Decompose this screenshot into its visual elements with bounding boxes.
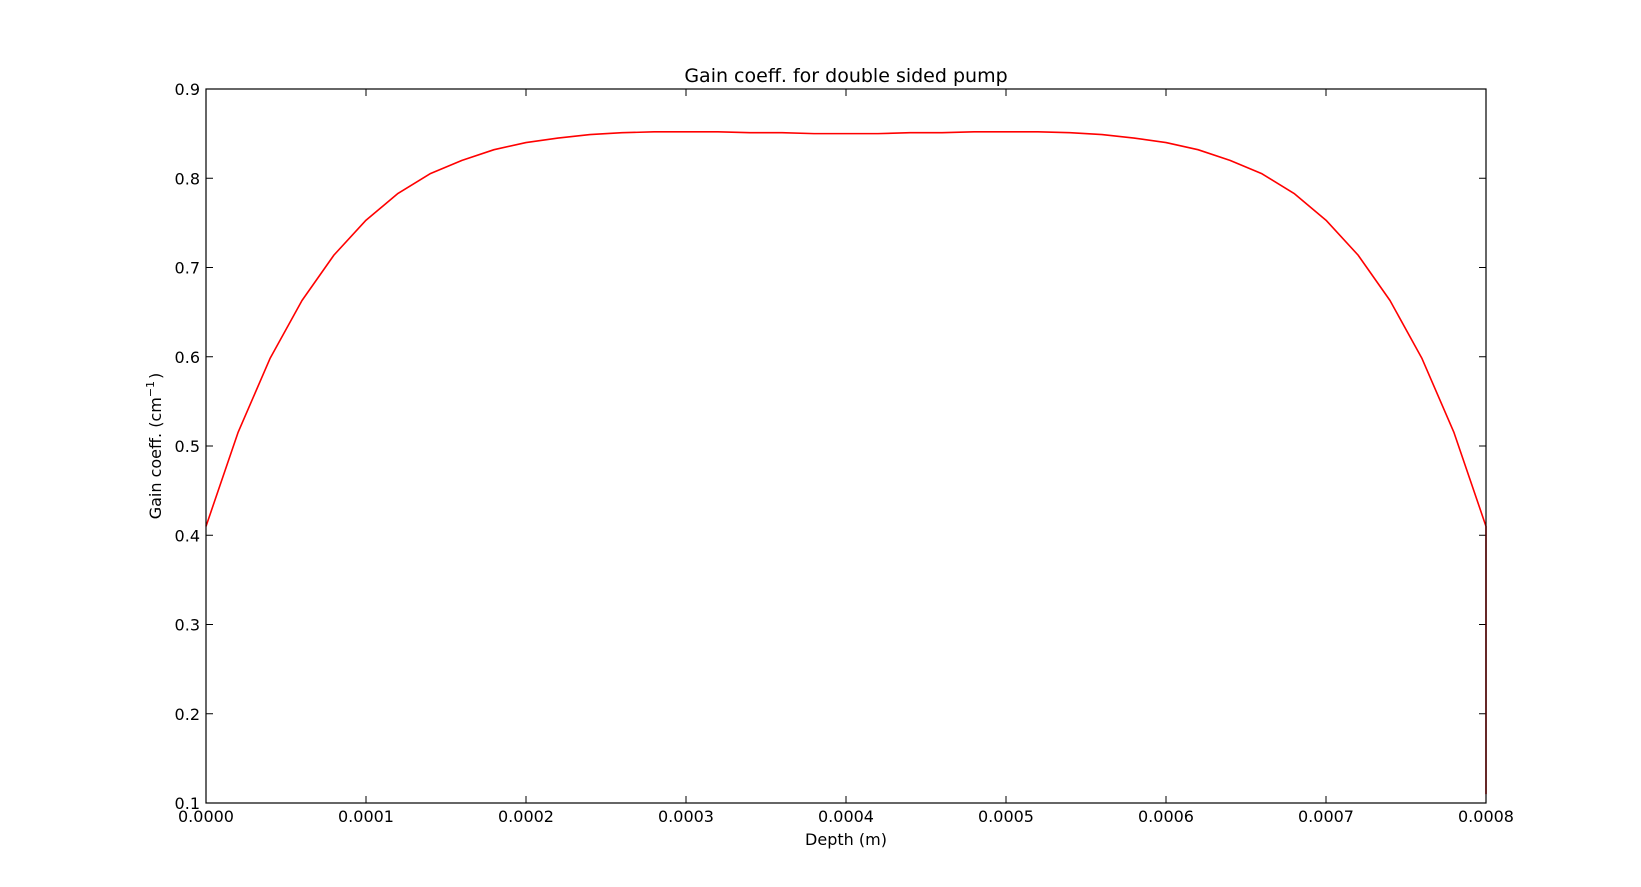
y-axis-title-close: ) [146, 373, 165, 379]
x-tick-label: 0.0008 [1458, 807, 1514, 826]
y-axis-title: Gain coeff. (cm−1) [144, 373, 165, 520]
y-tick-label: 0.4 [175, 526, 200, 545]
y-tick-label: 0.8 [175, 169, 200, 188]
y-tick-label: 0.9 [175, 80, 200, 99]
y-tick-label: 0.2 [175, 705, 200, 724]
x-tick-label: 0.0007 [1298, 807, 1354, 826]
x-axis: 0.0000 0.0001 0.0002 0.0003 0.0004 0.0005 0.00… [178, 89, 1514, 826]
y-axis: 0.1 0.2 0.3 0.4 0.5 0.6 0.7 0.8 0.9 [175, 80, 1486, 813]
y-axis-title-base: Gain coeff. (cm [146, 397, 165, 519]
y-axis-title-superscript: −1 [144, 381, 157, 397]
series-layer [205, 131, 1487, 795]
y-tick-label: 0.1 [175, 794, 200, 813]
chart-title: Gain coeff. for double sided pump [684, 65, 1007, 87]
plot-frame [205, 88, 1487, 804]
x-tick-label: 0.0006 [1138, 807, 1194, 826]
x-tick-label: 0.0005 [978, 807, 1034, 826]
x-tick-label: 0.0002 [498, 807, 554, 826]
x-tick-label: 0.0004 [818, 807, 874, 826]
y-tick-label: 0.3 [175, 616, 200, 635]
x-tick-label: 0.0001 [338, 807, 394, 826]
plot-background [206, 89, 1486, 803]
y-tick-label: 0.5 [175, 437, 200, 456]
y-tick-label: 0.7 [175, 259, 200, 278]
y-tick-label: 0.6 [175, 348, 200, 367]
x-axis-title: Depth (m) [805, 830, 887, 849]
x-tick-label: 0.0003 [658, 807, 714, 826]
series-line [205, 131, 1487, 795]
x-tick-label: 0.0000 [178, 807, 234, 826]
